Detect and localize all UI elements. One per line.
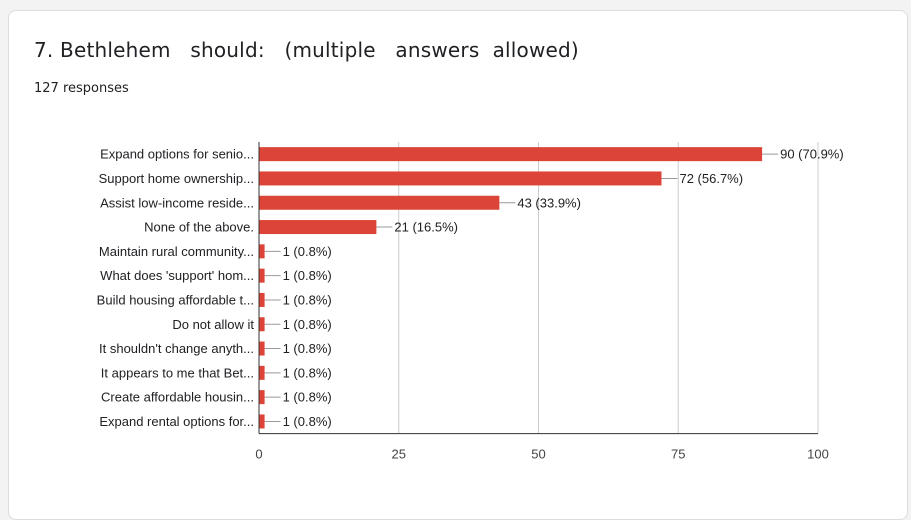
bar[interactable]: [259, 292, 265, 307]
data-label: 21 (16.5%): [394, 220, 458, 235]
bar[interactable]: [259, 147, 763, 162]
category-label: It appears to me that Bet...: [101, 365, 254, 380]
data-label: 1 (0.8%): [283, 341, 332, 356]
data-label: 1 (0.8%): [283, 292, 332, 307]
data-label: 1 (0.8%): [283, 317, 332, 332]
question-card: [8, 10, 908, 520]
category-label: Expand options for senio...: [100, 147, 254, 162]
data-label: 43 (33.9%): [517, 195, 581, 210]
x-tick-label: 50: [531, 447, 545, 462]
data-label: 1 (0.8%): [283, 244, 332, 259]
data-label: 72 (56.7%): [679, 171, 743, 186]
category-label: None of the above.: [144, 220, 254, 235]
bar[interactable]: [259, 365, 265, 380]
bar[interactable]: [259, 244, 265, 259]
category-label: Expand rental options for...: [99, 414, 254, 429]
category-label: Support home ownership...: [99, 171, 254, 186]
bar[interactable]: [259, 390, 265, 405]
x-tick-label: 25: [392, 447, 406, 462]
bar[interactable]: [259, 414, 265, 429]
data-label: 1 (0.8%): [283, 268, 332, 283]
response-count: 127 responses: [34, 81, 129, 96]
data-label: 1 (0.8%): [283, 390, 332, 405]
data-label: 1 (0.8%): [283, 414, 332, 429]
category-label: Create affordable housin...: [101, 390, 254, 405]
bar[interactable]: [259, 171, 662, 186]
category-label: Do not allow it: [172, 317, 254, 332]
bar[interactable]: [259, 220, 377, 235]
x-tick-label: 75: [671, 447, 685, 462]
category-label: Assist low-income reside...: [100, 195, 254, 210]
category-label: What does 'support' hom...: [100, 268, 254, 283]
bar[interactable]: [259, 341, 265, 356]
bar[interactable]: [259, 317, 265, 332]
bar[interactable]: [259, 195, 500, 210]
x-tick-label: 100: [807, 447, 829, 462]
bar[interactable]: [259, 268, 265, 283]
x-tick-label: 0: [255, 447, 262, 462]
category-label: Build housing affordable t...: [97, 292, 254, 307]
data-label: 90 (70.9%): [780, 147, 844, 162]
data-label: 1 (0.8%): [283, 365, 332, 380]
category-label: It shouldn't change anyth...: [99, 341, 254, 356]
category-label: Maintain rural community...: [99, 244, 254, 259]
question-title: 7. Bethlehem should: (multiple answers a…: [34, 38, 579, 62]
